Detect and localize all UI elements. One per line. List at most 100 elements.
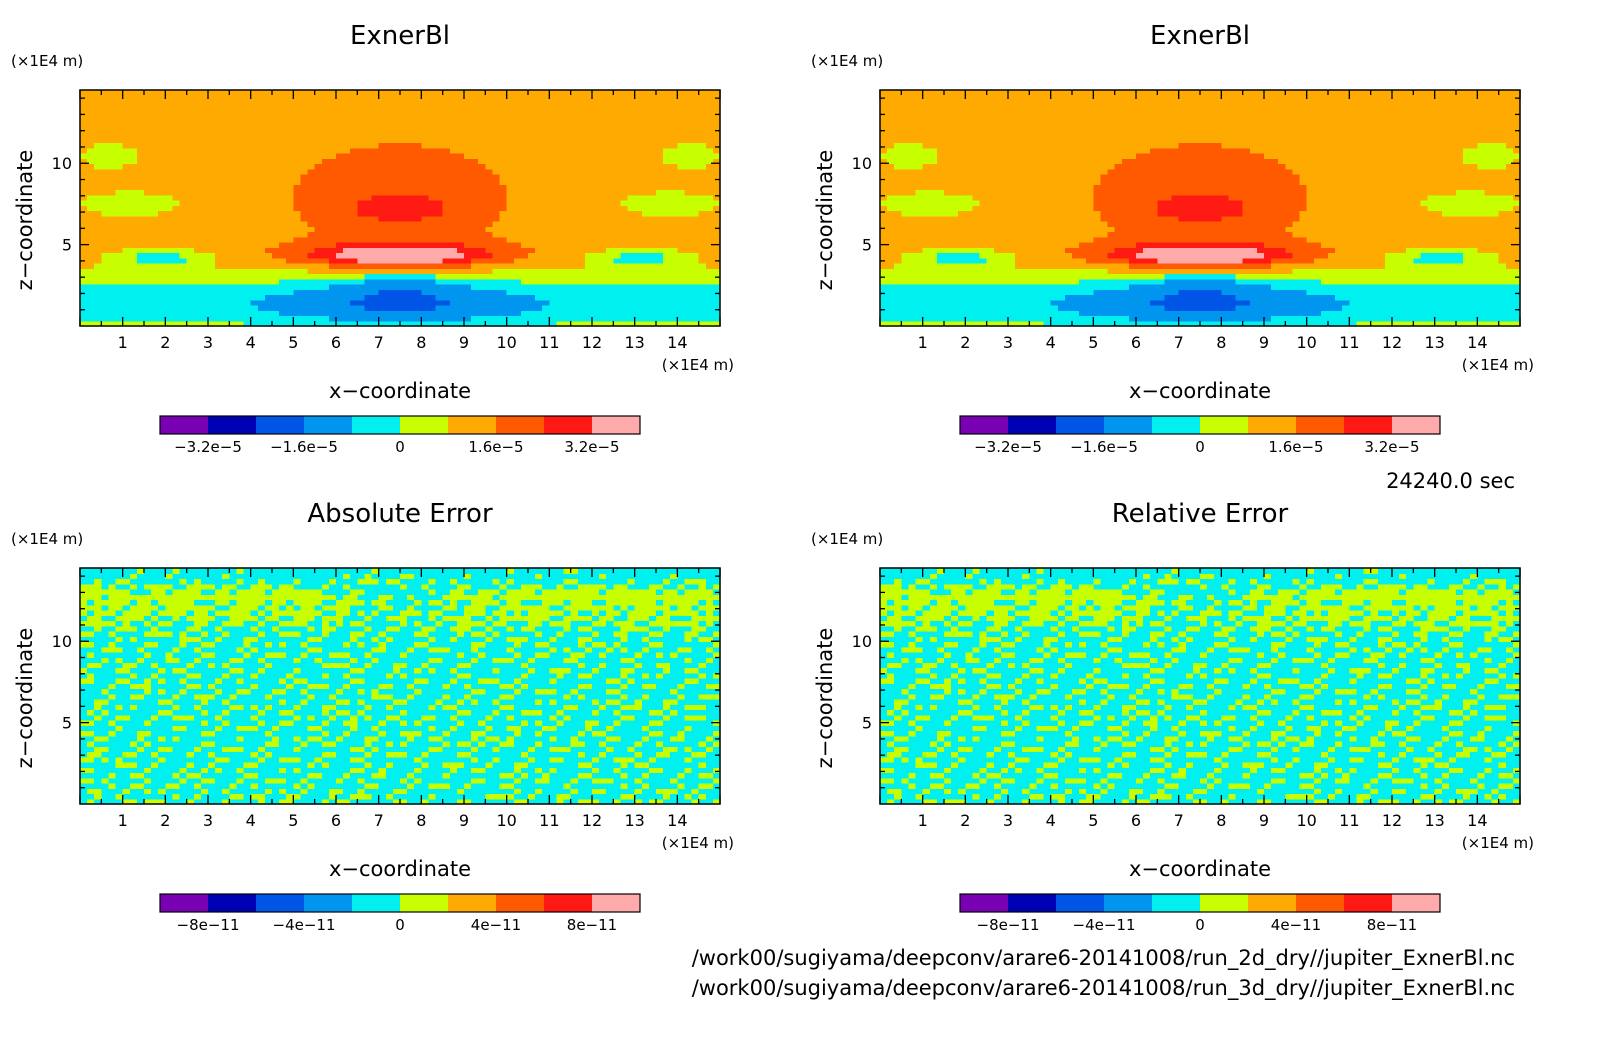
contour-cell <box>887 132 895 138</box>
contour-cell <box>923 295 931 301</box>
contour-cell <box>315 211 323 217</box>
contour-cell <box>151 121 159 127</box>
contour-cell <box>329 179 337 185</box>
contour-cell <box>379 158 387 164</box>
contour-cell <box>930 289 938 295</box>
contour-cell <box>901 116 909 122</box>
contour-cell <box>471 195 479 201</box>
contour-cell <box>251 148 259 154</box>
contour-cell <box>372 253 380 259</box>
contour-cell <box>549 153 557 159</box>
contour-cell <box>450 295 458 301</box>
contour-cell <box>187 221 195 227</box>
contour-cell <box>556 226 564 232</box>
contour-cell <box>549 179 557 185</box>
contour-cell <box>485 148 493 154</box>
contour-cell <box>393 174 401 180</box>
contour-cell <box>236 205 244 211</box>
contour-cell <box>706 305 714 311</box>
contour-cell <box>937 169 945 175</box>
contour-cell <box>908 268 916 274</box>
contour-cell <box>443 232 451 238</box>
contour-cell <box>343 142 351 148</box>
contour-cell <box>535 284 543 290</box>
contour-cell <box>965 116 973 122</box>
contour-cell <box>578 127 586 133</box>
contour-cell <box>329 163 337 169</box>
contour-cell <box>322 174 330 180</box>
contour-cell <box>443 300 451 306</box>
contour-cell <box>649 95 657 101</box>
contour-cell <box>887 284 895 290</box>
contour-cell <box>258 142 266 148</box>
contour-cell <box>649 211 657 217</box>
contour-cell <box>87 148 95 154</box>
contour-cell <box>229 263 237 269</box>
contour-cell <box>201 216 209 222</box>
contour-cell <box>656 195 664 201</box>
contour-cell <box>222 226 230 232</box>
contour-cell <box>471 316 479 322</box>
contour-cell <box>923 247 931 253</box>
contour-cell <box>478 279 486 285</box>
contour-cell <box>315 95 323 101</box>
contour-cell <box>108 211 116 217</box>
contour-cell <box>151 153 159 159</box>
contour-cell <box>300 242 308 248</box>
contour-cell <box>994 100 1002 106</box>
contour-cell <box>144 137 152 143</box>
contour-cell <box>428 242 436 248</box>
contour-cell <box>464 216 472 222</box>
contour-cell <box>478 158 486 164</box>
contour-cell <box>414 148 422 154</box>
contour-cell <box>343 268 351 274</box>
contour-cell <box>677 237 685 243</box>
contour-cell <box>478 200 486 206</box>
contour-cell <box>620 300 628 306</box>
contour-cell <box>684 284 692 290</box>
contour-cell <box>215 247 223 253</box>
contour-cell <box>628 279 636 285</box>
contour-cell <box>222 95 230 101</box>
contour-cell <box>592 284 600 290</box>
contour-cell <box>293 158 301 164</box>
contour-cell <box>137 111 145 117</box>
contour-cell <box>628 142 636 148</box>
contour-cell <box>158 163 166 169</box>
contour-cell <box>514 221 522 227</box>
contour-cell <box>958 305 966 311</box>
contour-cell <box>101 179 109 185</box>
contour-cell <box>471 127 479 133</box>
contour-cell <box>937 158 945 164</box>
contour-cell <box>706 253 714 259</box>
contour-cell <box>457 142 465 148</box>
contour-cell <box>229 268 237 274</box>
contour-cell <box>457 237 465 243</box>
contour-cell <box>208 195 216 201</box>
contour-cell <box>414 195 422 201</box>
contour-cell <box>357 205 365 211</box>
contour-cell <box>187 169 195 175</box>
contour-cell <box>951 221 959 227</box>
contour-cell <box>706 268 714 274</box>
contour-cell <box>908 158 916 164</box>
contour-cell <box>656 221 664 227</box>
contour-cell <box>315 258 323 264</box>
contour-cell <box>585 184 593 190</box>
contour-cell <box>656 226 664 232</box>
contour-cell <box>108 174 116 180</box>
contour-cell <box>1001 279 1009 285</box>
contour-cell <box>500 305 508 311</box>
contour-cell <box>649 158 657 164</box>
contour-cell <box>300 148 308 154</box>
contour-cell <box>606 142 614 148</box>
contour-cell <box>923 111 931 117</box>
contour-cell <box>980 274 988 280</box>
contour-cell <box>656 237 664 243</box>
contour-cell <box>80 163 88 169</box>
contour-cell <box>421 226 429 232</box>
contour-cell <box>887 274 895 280</box>
contour-cell <box>286 263 294 269</box>
contour-cell <box>930 211 938 217</box>
contour-cell <box>923 153 931 159</box>
